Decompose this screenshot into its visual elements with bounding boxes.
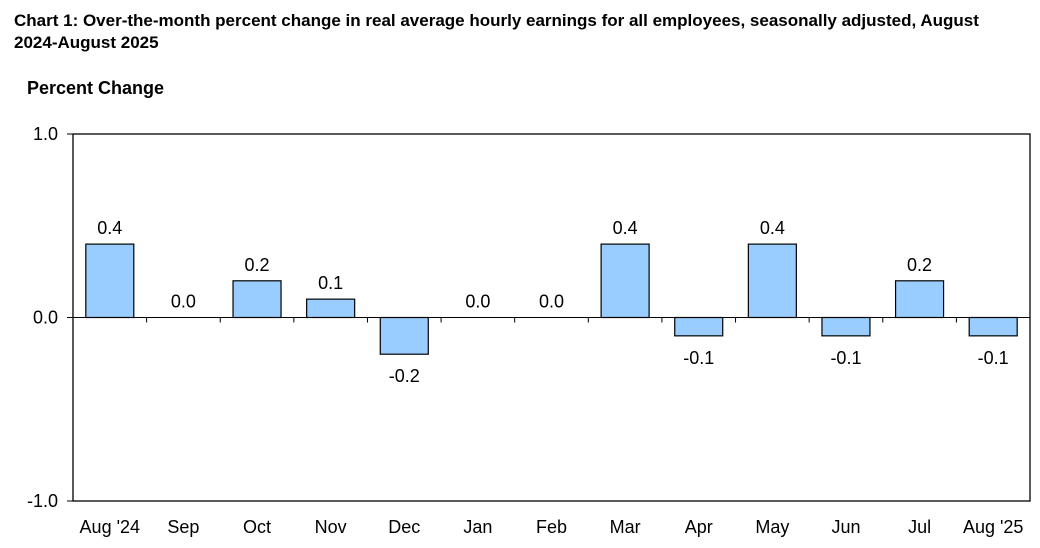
- x-tick-label: Dec: [388, 517, 420, 537]
- bar: [747, 243, 797, 319]
- data-label: -0.2: [389, 366, 420, 386]
- data-label: 0.4: [613, 218, 638, 238]
- x-tick-label: Sep: [167, 517, 199, 537]
- x-tick-label: Oct: [243, 517, 271, 537]
- x-tick-label: Aug '25: [963, 517, 1024, 537]
- data-label: 0.0: [465, 292, 490, 312]
- x-tick-label: May: [755, 517, 789, 537]
- y-axis-label: Percent Change: [27, 78, 165, 98]
- data-label: 0.0: [539, 292, 564, 312]
- x-tick-label: Nov: [315, 517, 347, 537]
- data-label: -0.1: [978, 348, 1009, 368]
- chart-title: Chart 1: Over-the-month percent change i…: [14, 11, 979, 52]
- x-tick-label: Mar: [610, 517, 641, 537]
- x-tick-label: Feb: [536, 517, 567, 537]
- bar: [968, 316, 1018, 337]
- bar: [232, 280, 282, 319]
- data-label: 0.4: [97, 218, 122, 238]
- x-tick-label: Jan: [463, 517, 492, 537]
- data-label: 0.1: [318, 273, 343, 293]
- bar: [600, 243, 650, 319]
- data-label: 0.0: [171, 292, 196, 312]
- data-label: 0.2: [907, 255, 932, 275]
- y-tick-label: 0.0: [33, 308, 58, 328]
- bar: [379, 316, 429, 355]
- bar: [821, 316, 871, 337]
- data-label: -0.1: [683, 348, 714, 368]
- bar: [894, 280, 945, 319]
- x-tick-label: Apr: [685, 517, 713, 537]
- bar: [85, 243, 135, 319]
- data-label: 0.2: [245, 255, 270, 275]
- y-tick-label: 1.0: [33, 124, 58, 144]
- x-tick-label: Jun: [831, 517, 860, 537]
- data-label: 0.4: [760, 218, 785, 238]
- y-tick-label: -1.0: [27, 491, 58, 511]
- x-tick-label: Aug '24: [80, 517, 141, 537]
- bar: [674, 316, 724, 337]
- data-label: -0.1: [830, 348, 861, 368]
- bar: [306, 298, 356, 319]
- x-tick-label: Jul: [908, 517, 931, 537]
